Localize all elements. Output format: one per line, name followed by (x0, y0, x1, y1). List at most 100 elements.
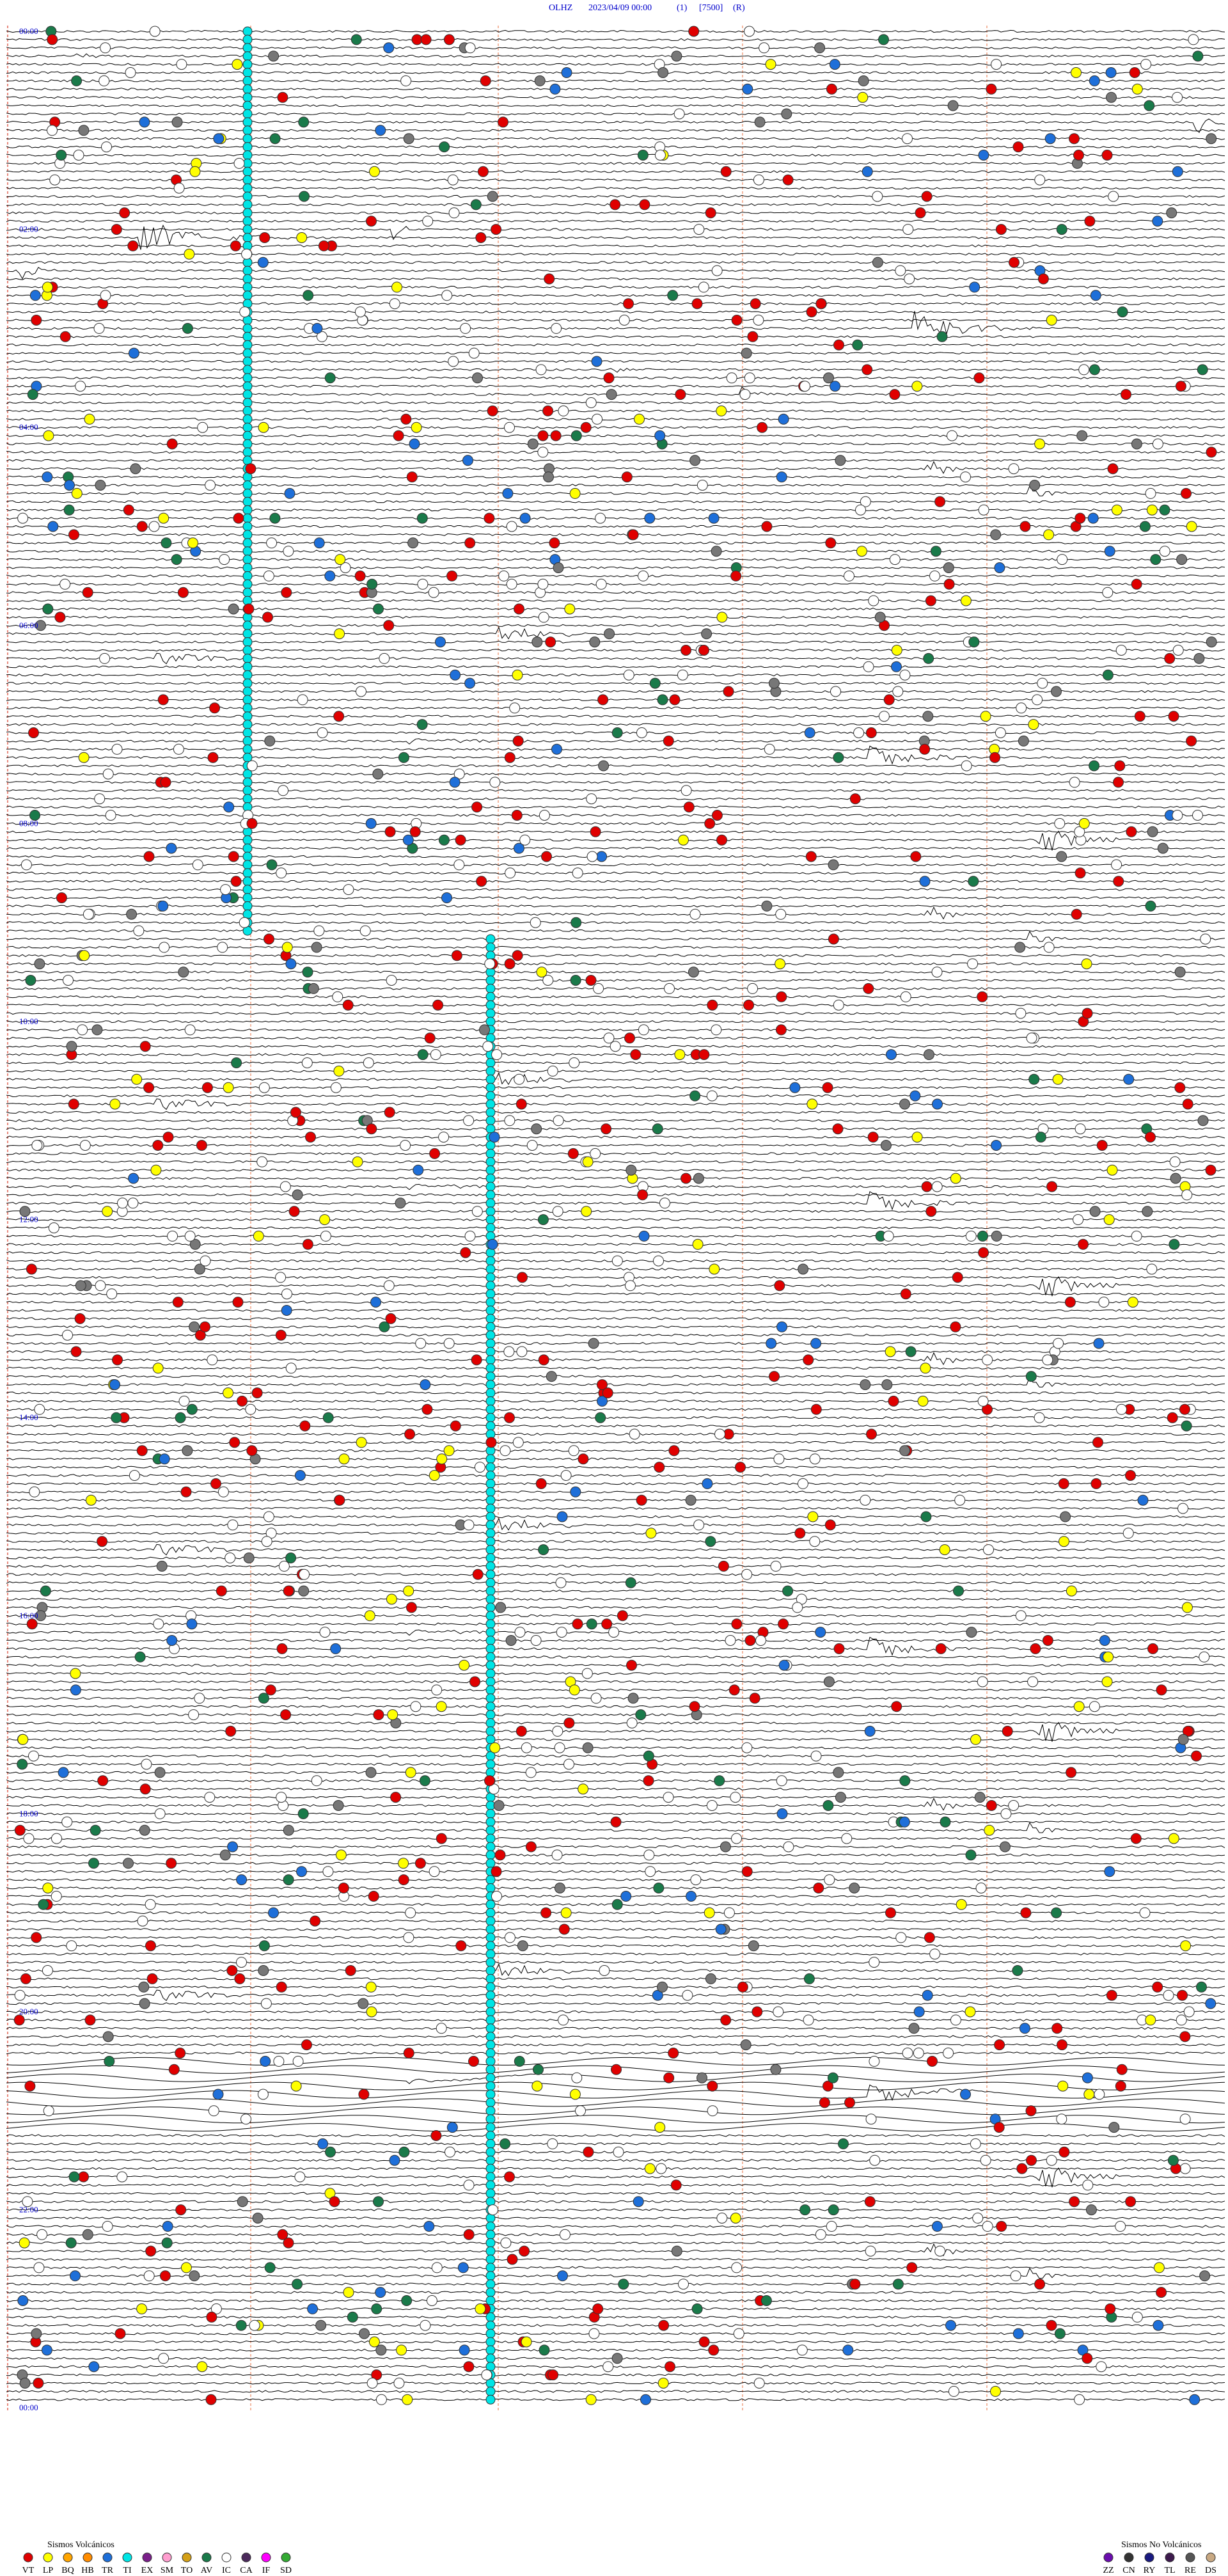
event (1186, 735, 1197, 747)
event (1074, 1123, 1086, 1135)
event (1000, 1808, 1012, 1819)
event (891, 645, 902, 656)
event (705, 1536, 716, 1547)
event (716, 612, 728, 623)
event (116, 2171, 128, 2183)
event (485, 1908, 496, 1918)
event (422, 216, 434, 227)
event (1046, 2154, 1057, 2166)
event (485, 1338, 496, 1348)
event (940, 1816, 951, 1828)
event (978, 1247, 989, 1258)
hour-label: 12:00 (19, 1215, 38, 1224)
event (335, 554, 346, 565)
event (601, 1123, 612, 1135)
event (824, 1519, 836, 1531)
event (1167, 2154, 1179, 2166)
event (489, 1742, 501, 1753)
event (543, 471, 554, 483)
trace (6, 2267, 1225, 2279)
event (77, 1024, 88, 1036)
event (242, 84, 253, 94)
event (764, 743, 775, 755)
event (1172, 810, 1183, 821)
event (1200, 933, 1211, 945)
event (20, 1973, 31, 1984)
event (70, 1346, 82, 1357)
trace (6, 626, 1225, 640)
event (182, 322, 193, 334)
trace (6, 1424, 1225, 1428)
event (643, 1775, 654, 1787)
trace (6, 715, 1225, 718)
trace (6, 1366, 1225, 1370)
event (1090, 1478, 1102, 1489)
event (485, 1421, 496, 1431)
event (109, 1379, 120, 1391)
event (1093, 1338, 1105, 1349)
event (489, 1132, 500, 1143)
event (389, 298, 400, 310)
event (984, 1824, 995, 1836)
trace (6, 1927, 1225, 1931)
event (19, 1206, 31, 1217)
event (1130, 1833, 1142, 1844)
trace (6, 805, 1225, 809)
event (1177, 1734, 1189, 1745)
event (111, 224, 122, 235)
event (242, 868, 253, 878)
event (405, 1602, 417, 1613)
event (266, 537, 278, 549)
event (668, 2048, 679, 2058)
event (485, 976, 496, 985)
event (564, 603, 576, 615)
event (334, 1494, 345, 1506)
event (476, 876, 487, 887)
event (398, 752, 409, 763)
event (319, 1214, 331, 1226)
event (485, 1858, 496, 1869)
event (1026, 2154, 1037, 2166)
event (166, 438, 178, 450)
event (159, 2270, 171, 2282)
trace (6, 1853, 1225, 1857)
event (485, 1652, 496, 1662)
trace (6, 1895, 1225, 1898)
event (511, 810, 523, 821)
trace (6, 319, 1225, 322)
event (1056, 224, 1067, 235)
event (1122, 1528, 1134, 1539)
event (373, 603, 384, 615)
event (674, 1049, 686, 1061)
trace (6, 921, 1225, 924)
event (862, 364, 873, 375)
event (237, 2196, 248, 2208)
legend-swatch (241, 2552, 251, 2563)
trace (6, 764, 1225, 768)
event (338, 1883, 349, 1893)
event (65, 2237, 77, 2248)
event (1108, 2122, 1120, 2133)
event (20, 859, 32, 871)
trace (6, 1094, 1225, 1098)
event (530, 917, 541, 928)
event (292, 2279, 303, 2290)
event (217, 942, 228, 953)
event (659, 1197, 670, 1209)
event (207, 752, 219, 763)
event (637, 1189, 649, 1201)
event (504, 1412, 515, 1423)
event (258, 422, 269, 433)
event (828, 859, 839, 871)
event (665, 2361, 675, 2373)
event (542, 405, 554, 416)
trace (6, 1796, 1225, 1799)
trace (6, 1870, 1225, 1873)
event (136, 2303, 148, 2314)
event (241, 248, 253, 260)
trace (6, 1812, 1225, 1815)
event (1103, 1651, 1114, 1663)
trace (6, 1886, 1225, 1890)
event (768, 677, 780, 689)
event (966, 1627, 977, 1638)
